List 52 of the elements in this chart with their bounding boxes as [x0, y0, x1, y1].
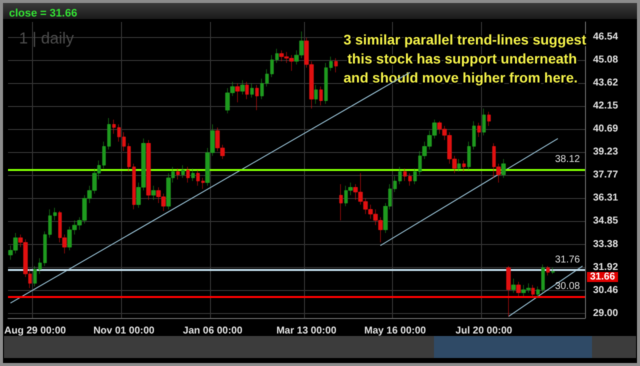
- candlestick: [516, 282, 521, 296]
- text: 31.66: [590, 272, 616, 282]
- y-tick-label: 29.00: [593, 308, 618, 319]
- x-tick-label: Jul 20 00:00: [456, 326, 513, 336]
- x-tick-label: May 16 00:00: [364, 326, 426, 336]
- candlestick: [462, 160, 466, 172]
- candlestick: [186, 166, 190, 183]
- y-tick-label: 36.31: [593, 192, 618, 204]
- ref-line-label: 38.12: [554, 154, 580, 166]
- candlestick: [511, 278, 516, 294]
- candlestick: [457, 158, 461, 172]
- chart-subtitle: close = 31.66: [9, 8, 78, 20]
- y-tick-label: 40.69: [593, 124, 618, 135]
- y-tick-label: 30.46: [593, 284, 618, 296]
- candlestick: [314, 84, 318, 104]
- x-tick-label: Aug 29 00:00: [4, 326, 66, 336]
- ref-line-label: 31.76: [554, 254, 580, 266]
- y-tick-label: 37.77: [593, 170, 618, 181]
- y-tick-label: 45.08: [593, 54, 618, 66]
- y-tick-label: 46.54: [593, 32, 618, 43]
- candlestick: [255, 84, 259, 110]
- candlestick: [339, 184, 343, 221]
- x-tick-label: Nov 01 00:00: [93, 326, 155, 336]
- candlestick: [482, 108, 486, 136]
- candlestick: [245, 82, 249, 100]
- candlestick: [151, 185, 156, 200]
- x-tick-label: Jan 06 00:00: [182, 326, 243, 336]
- candlestick: [181, 165, 185, 178]
- candlestick: [176, 168, 180, 180]
- candlestick: [506, 266, 511, 317]
- y-tick-label: 39.23: [593, 146, 618, 158]
- y-tick-label: 33.38: [593, 238, 618, 250]
- y-tick-label: 34.85: [593, 216, 618, 227]
- candlestick: [235, 83, 240, 103]
- candlestick: [477, 122, 481, 138]
- candlestick: [191, 168, 195, 182]
- candlestick: [250, 83, 254, 98]
- candlestick: [546, 266, 550, 276]
- text: 1 | daily: [19, 30, 74, 48]
- y-tick-label: 42.15: [593, 100, 618, 112]
- candlestick: [531, 284, 535, 298]
- candlestick: [240, 80, 245, 95]
- candlestick: [146, 140, 151, 200]
- candlestick: [487, 111, 491, 126]
- candlestick: [319, 86, 323, 106]
- x-tick-label: Mar 13 00:00: [276, 326, 337, 336]
- ref-line-label: 30.08: [554, 280, 580, 292]
- candlestick: [501, 158, 506, 178]
- candlestick: [334, 58, 338, 73]
- y-tick-label: 43.62: [593, 78, 618, 89]
- candlestick: [551, 267, 555, 274]
- y-tick-label: 31.92: [593, 262, 618, 273]
